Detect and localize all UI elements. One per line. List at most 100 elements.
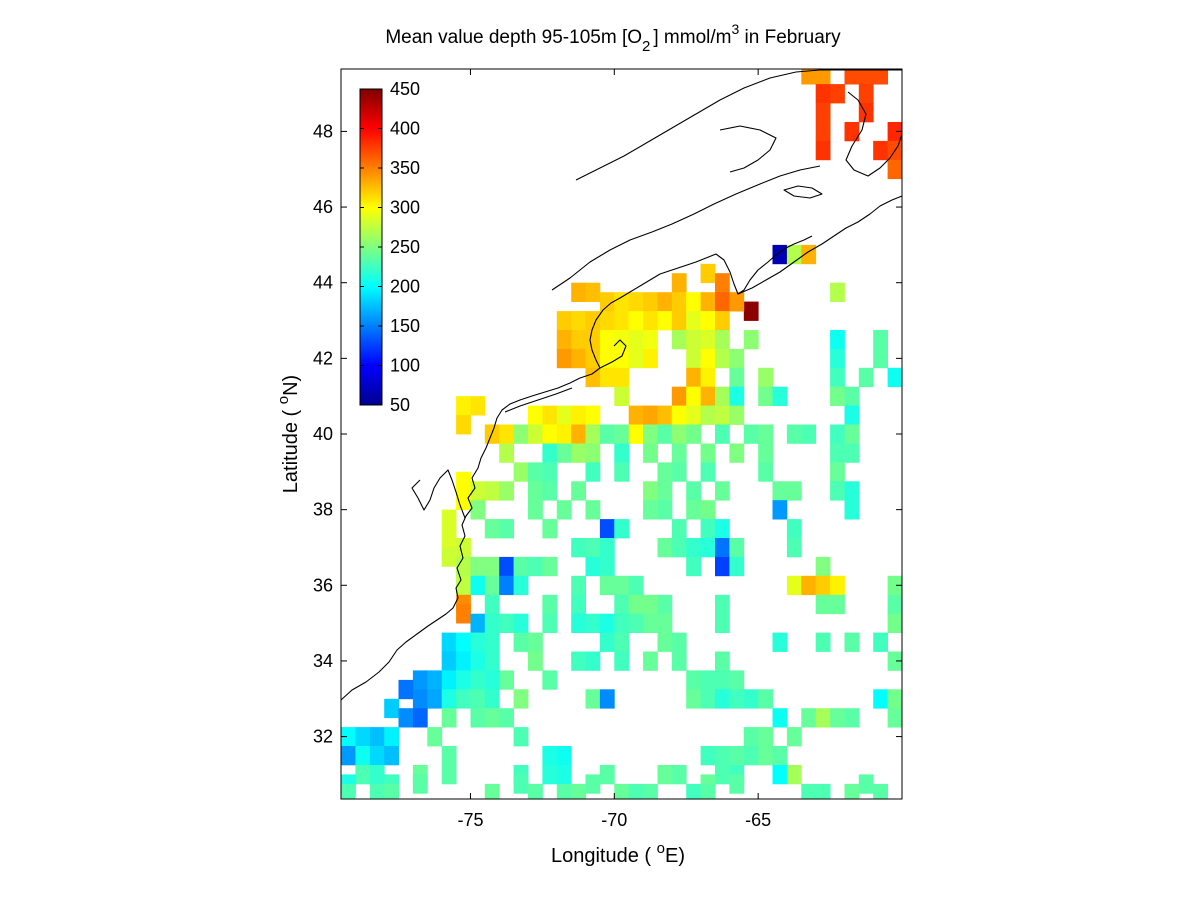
coastline-nova-scotia (737, 195, 903, 295)
heatmap-cell (456, 604, 471, 624)
heatmap-cell (715, 651, 730, 671)
heatmap-cell (715, 348, 730, 369)
heatmap-cell (715, 613, 730, 633)
heatmap-cell (441, 632, 457, 652)
heatmap-cell (729, 292, 745, 312)
heatmap-cell (484, 575, 500, 596)
heatmap-cell (556, 424, 572, 444)
heatmap-cell (470, 670, 486, 690)
heatmap-cell (369, 746, 385, 766)
heatmap-cell (513, 556, 529, 577)
heatmap-cell (887, 594, 903, 615)
heatmap-cell (801, 424, 817, 444)
y-tick-label: 40 (313, 424, 333, 444)
heatmap-cell (556, 783, 572, 800)
heatmap-cell (470, 575, 486, 596)
heatmap-cell (844, 69, 860, 85)
heatmap-cell (585, 538, 601, 558)
heatmap-cell (657, 481, 673, 501)
heatmap-cell (441, 708, 457, 728)
heatmap-cell (599, 292, 615, 312)
heatmap-cell (686, 424, 701, 444)
heatmap-cell (844, 500, 860, 520)
heatmap-cell (844, 481, 860, 501)
heatmap-cell (599, 632, 615, 652)
heatmap-cell (700, 348, 716, 369)
heatmap-cell (614, 519, 630, 539)
heatmap-cell (571, 783, 586, 800)
heatmap-cell (758, 746, 773, 766)
heatmap-cell (657, 500, 673, 520)
heatmap-cell (398, 708, 414, 728)
heatmap-cell (628, 311, 644, 331)
coastline-newfoundland (845, 91, 903, 177)
heatmap-cell (786, 424, 802, 444)
heatmap-cell (499, 670, 514, 690)
heatmap-cell (556, 348, 572, 369)
heatmap-cell (815, 140, 831, 161)
colorbar-tick-label: 350 (390, 158, 420, 178)
heatmap-cell (556, 500, 572, 520)
heatmap-cell (571, 538, 586, 558)
heatmap-cell (542, 765, 558, 785)
heatmap-cell (686, 500, 701, 520)
heatmap-cell (585, 689, 601, 709)
heatmap-cell (628, 594, 644, 615)
y-axis-title-sup: o (275, 396, 292, 404)
heatmap-cell (499, 443, 514, 463)
heatmap-cell (772, 244, 788, 265)
colorbar-tick-label: 400 (390, 119, 420, 139)
heatmap-cell (441, 746, 457, 766)
heatmap-cell (772, 765, 788, 785)
colorbar-tick-label: 300 (390, 198, 420, 218)
heatmap-cell (700, 462, 716, 482)
heatmap-cell (628, 424, 644, 444)
heatmap-cell (384, 746, 399, 766)
heatmap-cell (671, 519, 687, 539)
heatmap-cell (686, 405, 701, 425)
y-tick-label: 48 (313, 121, 333, 141)
heatmap-cell (599, 689, 615, 709)
heatmap-cell (815, 122, 831, 142)
heatmap-cell (786, 765, 802, 785)
colorbar-tick-label: 200 (390, 277, 420, 297)
heatmap-cell (528, 651, 543, 671)
heatmap-cell (671, 765, 687, 785)
heatmap-cell (830, 348, 845, 369)
heatmap-cell (628, 575, 644, 596)
heatmap-cell (484, 424, 500, 444)
heatmap-cell (657, 765, 673, 785)
heatmap-cell (470, 689, 486, 709)
heatmap-cell (412, 670, 428, 690)
heatmap-cell (398, 679, 414, 700)
coastline (340, 69, 903, 701)
heatmap-cell (758, 386, 773, 406)
heatmap-cell (556, 405, 572, 425)
heatmap-cell (499, 708, 514, 728)
heatmap-cell (671, 330, 687, 350)
heatmap-cell (830, 330, 845, 350)
heatmap-cell (470, 708, 486, 728)
colorbar-tick-label: 250 (390, 237, 420, 257)
heatmap-cell (887, 367, 903, 388)
heatmap-cell (614, 613, 630, 633)
heatmap-cell (614, 330, 630, 350)
heatmap-cell (715, 424, 730, 444)
heatmap-cell (686, 386, 701, 406)
heatmap-cell (628, 783, 644, 800)
title-middle: ] mmol/m (653, 27, 731, 48)
heatmap-cell (542, 405, 558, 425)
heatmap-cell (643, 311, 658, 331)
heatmap-cell (858, 774, 874, 794)
heatmap-cell (528, 783, 543, 800)
heatmap-cell (715, 273, 730, 293)
heatmap-cell (700, 783, 716, 800)
heatmap-cell (830, 443, 845, 463)
heatmap-cell (369, 783, 385, 800)
heatmap-cell (542, 613, 558, 633)
heatmap-cell (441, 689, 457, 709)
title-prefix: Mean value depth 95-105m [O (385, 27, 642, 48)
heatmap-cell (571, 405, 586, 425)
y-tick-label: 34 (313, 651, 333, 671)
heatmap-cell (815, 708, 831, 728)
